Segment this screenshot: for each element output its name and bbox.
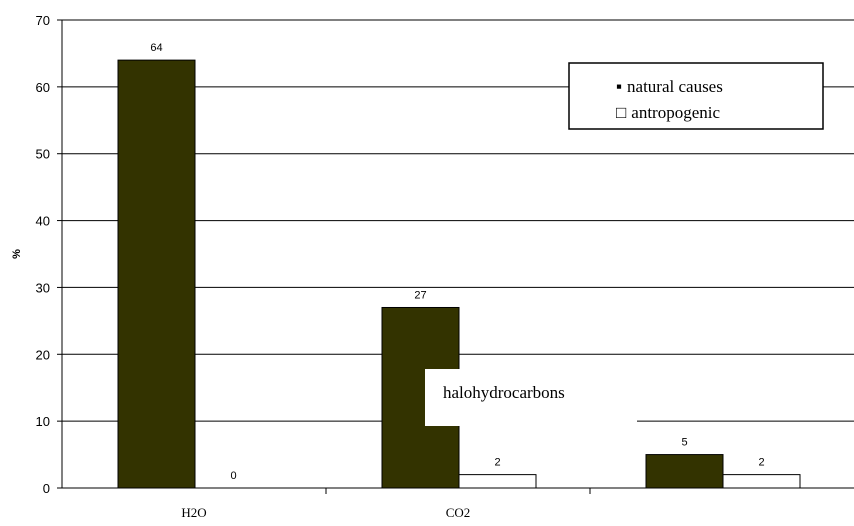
legend-symbol-natural-causes: ▪ — [616, 77, 622, 96]
y-tick-label: 30 — [36, 280, 50, 295]
y-tick-label: 20 — [36, 347, 50, 362]
bar-natural-causes — [117, 59, 196, 489]
legend-item-antropogenic: □ antropogenic — [616, 103, 720, 122]
y-tick-label: 60 — [36, 80, 50, 95]
bar-antropogenic — [722, 474, 801, 489]
x-category-label: CO2 — [446, 505, 471, 520]
y-tick-label: 40 — [36, 214, 50, 229]
data-label: 2 — [494, 457, 500, 469]
data-labels: 64 0 27 2 5 2 — [150, 42, 764, 482]
y-tick-label: 0 — [43, 481, 50, 496]
data-label: 5 — [681, 437, 687, 449]
legend-label-natural-causes: natural causes — [627, 77, 723, 96]
y-axis-label: % — [11, 249, 23, 259]
legend-symbol-antropogenic: □ — [616, 103, 626, 122]
axes — [61, 20, 854, 494]
x-category-label: H2O — [181, 505, 206, 520]
x-axis-categories: H2O CO2 — [181, 505, 470, 520]
legend-item-natural-causes: ▪ natural causes — [616, 77, 723, 96]
data-label: 64 — [150, 42, 162, 54]
legend-box — [568, 62, 824, 130]
bar-natural-causes — [645, 454, 724, 489]
y-axis-ticks: 0 10 20 30 40 50 60 70 — [36, 13, 62, 496]
bar-antropogenic — [458, 474, 537, 489]
legend: ▪ natural causes □ antropogenic — [568, 62, 824, 130]
y-tick-label: 70 — [36, 13, 50, 28]
annotation-halohydrocarbons: halohydrocarbons — [425, 369, 637, 426]
legend-label-antropogenic: antropogenic — [631, 103, 720, 122]
data-label: 27 — [414, 289, 426, 301]
annotation-text: halohydrocarbons — [443, 383, 565, 402]
y-tick-label: 10 — [36, 414, 50, 429]
y-tick-label: 50 — [36, 147, 50, 162]
data-label: 0 — [230, 470, 236, 482]
annotation-box — [425, 369, 637, 426]
data-label: 2 — [758, 457, 764, 469]
